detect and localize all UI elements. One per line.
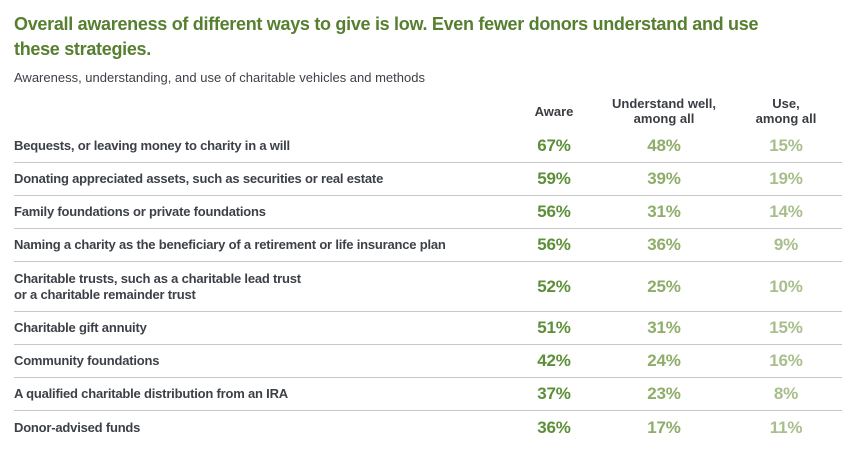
understand-well-value: 23% xyxy=(647,384,681,403)
table-body: Bequests, or leaving money to charity in… xyxy=(14,130,842,444)
use-value: 15% xyxy=(769,136,803,155)
understand-well-value: 25% xyxy=(647,276,681,296)
table-row: Charitable gift annuity 51% 31% 15% xyxy=(14,312,842,345)
aware-value: 52% xyxy=(537,276,571,296)
use-value: 9% xyxy=(773,235,799,254)
aware-value: 36% xyxy=(537,417,571,437)
use-value: 19% xyxy=(769,169,803,188)
table-row: A qualified charitable distribution from… xyxy=(14,378,842,411)
table-header-row: Aware Understand well, among all Use, am… xyxy=(14,92,842,130)
row-label: Donor-advised funds xyxy=(14,419,141,435)
table-row: Naming a charity as the beneficiary of a… xyxy=(14,229,842,262)
figure-title-line-2: these strategies. xyxy=(14,39,151,59)
use-value: 16% xyxy=(769,351,803,370)
understand-well-value: 48% xyxy=(647,136,681,155)
understand-well-value: 36% xyxy=(647,235,681,254)
table-row: Bequests, or leaving money to charity in… xyxy=(14,130,842,163)
aware-value: 67% xyxy=(537,136,571,155)
row-label: Charitable trusts, such as a charitable … xyxy=(14,270,301,302)
row-label: Family foundations or private foundation… xyxy=(14,204,266,219)
understand-well-value: 24% xyxy=(647,351,681,370)
figure-title-line-1: Overall awareness of different ways to g… xyxy=(14,14,759,34)
table-row: Community foundations 42% 24% 16% xyxy=(14,345,842,378)
report-figure: Overall awareness of different ways to g… xyxy=(14,12,842,444)
table-row: Donor-advised funds 36% 17% 11% xyxy=(14,411,842,444)
aware-value: 56% xyxy=(537,202,571,221)
understand-well-value: 39% xyxy=(647,169,681,188)
use-value: 15% xyxy=(769,318,803,337)
use-value: 14% xyxy=(769,202,803,221)
aware-value: 51% xyxy=(537,318,571,337)
column-header-understand-well: Understand well, among all xyxy=(611,96,717,126)
row-label: Bequests, or leaving money to charity in… xyxy=(14,138,290,153)
understand-well-value: 31% xyxy=(647,202,681,221)
aware-value: 42% xyxy=(537,351,571,370)
understand-well-value: 31% xyxy=(647,318,681,337)
use-value: 10% xyxy=(769,276,803,296)
table-row: Charitable trusts, such as a charitable … xyxy=(14,262,842,312)
row-label: Naming a charity as the beneficiary of a… xyxy=(14,237,446,252)
use-value: 11% xyxy=(769,417,803,437)
row-label: Community foundations xyxy=(14,353,160,368)
figure-subtitle: Awareness, understanding, and use of cha… xyxy=(14,70,425,85)
column-header-aware: Aware xyxy=(534,103,574,119)
table-row: Donating appreciated assets, such as sec… xyxy=(14,163,842,196)
use-value: 8% xyxy=(773,384,799,403)
aware-value: 59% xyxy=(537,169,571,188)
row-label: A qualified charitable distribution from… xyxy=(14,386,288,401)
awareness-table: Aware Understand well, among all Use, am… xyxy=(14,92,842,444)
figure-title: Overall awareness of different ways to g… xyxy=(14,12,842,62)
row-label: Donating appreciated assets, such as sec… xyxy=(14,171,384,186)
column-header-use: Use, among all xyxy=(755,96,817,126)
row-label: Charitable gift annuity xyxy=(14,320,147,335)
aware-value: 56% xyxy=(537,235,571,254)
understand-well-value: 17% xyxy=(647,417,681,437)
table-row: Family foundations or private foundation… xyxy=(14,196,842,229)
aware-value: 37% xyxy=(537,384,571,403)
